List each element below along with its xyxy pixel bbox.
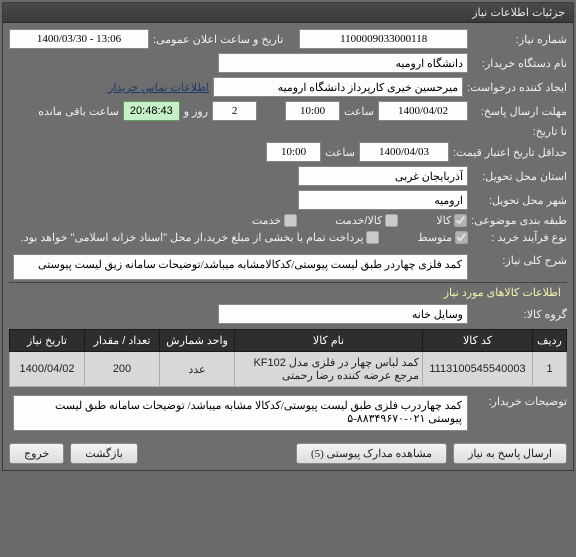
col-qty: تعداد / مقدار xyxy=(85,330,160,352)
field-buyer-desc xyxy=(13,395,468,431)
chk-service-wrap: خدمت xyxy=(252,214,297,227)
field-main-desc xyxy=(13,254,468,280)
cell-code: 1113100545540003 xyxy=(423,352,533,387)
row-goods-group: گروه کالا: xyxy=(9,302,567,326)
row-city: شهر محل تحویل: xyxy=(9,188,567,212)
chk-goods-wrap: کالا xyxy=(436,214,467,227)
col-rowno: ردیف xyxy=(533,330,567,352)
col-unit: واحد شمارش xyxy=(160,330,235,352)
row-creator: ایجاد کننده درخواست: اطلاعات تماس خریدار xyxy=(9,75,567,99)
field-creator xyxy=(213,77,463,97)
cell-date: 1400/04/02 xyxy=(10,352,85,387)
row-main-desc: شرح کلی نیاز: xyxy=(9,252,567,282)
row-buyer-desc: توضیحات خریدار: xyxy=(9,393,567,433)
cell-qty: 200 xyxy=(85,352,160,387)
table-header-row: ردیف کد کالا نام کالا واحد شمارش تعداد /… xyxy=(10,330,567,352)
chk-goods-service xyxy=(385,214,398,227)
label-buyer-desc: توضیحات خریدار: xyxy=(472,395,567,408)
label-goods-group: گروه کالا: xyxy=(472,308,567,321)
chk-goods-label: کالا xyxy=(436,214,451,227)
field-goods-group xyxy=(218,304,468,324)
table-row[interactable]: 1 1113100545540003 کمد لباس چهار در فلزی… xyxy=(10,352,567,387)
label-province: استان محل تحویل: xyxy=(472,170,567,183)
field-deadline-date xyxy=(378,101,468,121)
row-budget-cat: طبقه بندی موضوعی: کالا کالا/خدمت خدمت xyxy=(9,212,567,229)
label-deadline: مهلت ارسال پاسخ: xyxy=(472,105,567,118)
label-budget-cat: طبقه بندی موضوعی: xyxy=(471,214,567,227)
field-validity-date xyxy=(359,142,449,162)
field-deadline-time xyxy=(285,101,340,121)
items-table: ردیف کد کالا نام کالا واحد شمارش تعداد /… xyxy=(9,329,567,387)
link-contact-info[interactable]: اطلاعات تماس خریدار xyxy=(108,81,209,94)
label-until1: ساعت xyxy=(344,105,374,118)
label-city: شهر محل تحویل: xyxy=(472,194,567,207)
field-validity-time xyxy=(266,142,321,162)
section-items-info: اطلاعات کالاهای مورد نیاز xyxy=(9,282,567,302)
label-req-no: شماره نیاز: xyxy=(472,33,567,46)
field-city xyxy=(298,190,468,210)
button-bar: ارسال پاسخ به نیاز مشاهده مدارک پیوستی (… xyxy=(3,437,573,470)
row-province: استان محل تحویل: xyxy=(9,164,567,188)
label-until2: ساعت xyxy=(325,146,355,159)
col-date: تاریخ نیاز xyxy=(10,330,85,352)
panel-body: شماره نیاز: تاریخ و ساعت اعلان عمومی: نا… xyxy=(3,23,573,437)
close-button[interactable]: خروج xyxy=(9,443,64,464)
label-days: روز و xyxy=(184,105,208,118)
chk-goods xyxy=(454,214,467,227)
chk-partial-label: پرداخت تمام یا بخشی از مبلغ خرید،از محل … xyxy=(21,231,364,244)
label-creator: ایجاد کننده درخواست: xyxy=(467,81,567,94)
label-main-desc: شرح کلی نیاز: xyxy=(472,254,567,267)
label-buyer-org: نام دستگاه خریدار: xyxy=(472,57,567,70)
chk-partial xyxy=(366,231,379,244)
col-name: نام کالا xyxy=(235,330,423,352)
chk-service xyxy=(284,214,297,227)
cell-name: کمد لباس چهار در فلزی مدل KF102 مرجع عرض… xyxy=(235,352,423,387)
row-proc-type: نوع فرآیند خرید : متوسط پرداخت تمام یا ب… xyxy=(9,229,567,246)
panel-title: جزئیات اطلاعات نیاز xyxy=(3,3,573,23)
chk-goods-service-label: کالا/خدمت xyxy=(335,214,382,227)
chk-partial-wrap: پرداخت تمام یا بخشی از مبلغ خرید،از محل … xyxy=(21,231,380,244)
row-req-no: شماره نیاز: تاریخ و ساعت اعلان عمومی: xyxy=(9,27,567,51)
attachments-button[interactable]: مشاهده مدارک پیوستی (5) xyxy=(296,443,447,464)
chk-goods-service-wrap: کالا/خدمت xyxy=(335,214,398,227)
row-to-date: تا تاریخ: xyxy=(9,123,567,140)
row-deadline: مهلت ارسال پاسخ: ساعت روز و 20:48:43 ساع… xyxy=(9,99,567,123)
label-hours-left: ساعت باقی مانده xyxy=(38,105,119,118)
field-province xyxy=(298,166,468,186)
field-buyer-org xyxy=(218,53,468,73)
label-to-date: تا تاریخ: xyxy=(472,125,567,138)
details-panel: جزئیات اطلاعات نیاز شماره نیاز: تاریخ و … xyxy=(2,2,574,471)
back-button[interactable]: بازگشت xyxy=(70,443,138,464)
field-remain-time: 20:48:43 xyxy=(123,101,180,121)
cell-rowno: 1 xyxy=(533,352,567,387)
chk-medium-wrap: متوسط xyxy=(417,231,468,244)
field-remain-days xyxy=(212,101,257,121)
label-announce: تاریخ و ساعت اعلان عمومی: xyxy=(153,33,283,46)
cell-unit: عدد xyxy=(160,352,235,387)
chk-medium xyxy=(455,231,468,244)
chk-service-label: خدمت xyxy=(252,214,281,227)
field-req-no xyxy=(299,29,468,49)
col-code: کد کالا xyxy=(423,330,533,352)
label-validity: حداقل تاریخ اعتبار قیمت: xyxy=(453,146,567,159)
field-announce xyxy=(9,29,149,49)
chk-medium-label: متوسط xyxy=(417,231,452,244)
row-buyer-org: نام دستگاه خریدار: xyxy=(9,51,567,75)
row-validity: حداقل تاریخ اعتبار قیمت: ساعت xyxy=(9,140,567,164)
reply-button[interactable]: ارسال پاسخ به نیاز xyxy=(453,443,567,464)
label-proc-type: نوع فرآیند خرید : xyxy=(472,231,567,244)
